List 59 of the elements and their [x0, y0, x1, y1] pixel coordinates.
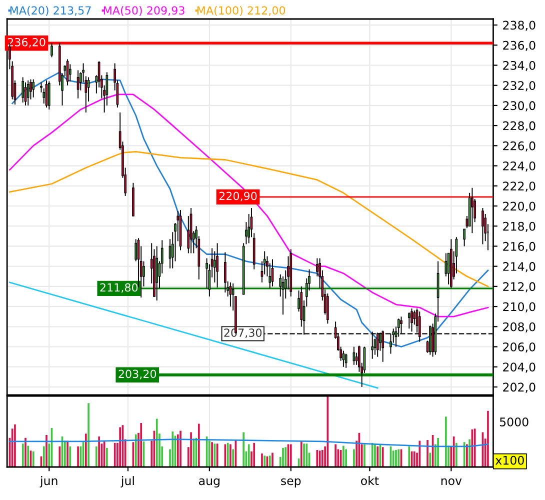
y-tick-label: 208,0 [503, 322, 536, 332]
candlestick [22, 76, 24, 103]
legend-label: MA(20) 213,57 [10, 6, 91, 16]
y-tick-label: 202,0 [503, 382, 536, 393]
ref-line-label: 220,90 [219, 192, 257, 202]
x-tick-label: okt [361, 476, 379, 486]
ref-line-label: 203,20 [118, 370, 156, 380]
y-tick-label: 216,0 [503, 242, 536, 252]
candlestick [326, 292, 329, 324]
candlestick [229, 282, 232, 308]
y-tick-label: 212,0 [503, 282, 536, 292]
y-tick-label: 228,0 [503, 121, 536, 132]
candlestick [216, 242, 218, 288]
candlestick [400, 316, 402, 334]
y-tick-label: 232,0 [503, 81, 536, 92]
y-tick-label: 236,0 [503, 40, 536, 51]
legend-label: MA(50) 209,93 [104, 6, 184, 16]
legend-label: MA(100) 212,00 [197, 6, 286, 16]
candlestick [408, 312, 410, 330]
x-tick-label: jun [40, 476, 58, 488]
y-tick-label: 204,0 [503, 362, 536, 373]
candlestick [471, 187, 474, 234]
candlestick [418, 311, 421, 342]
candlestick [214, 250, 216, 283]
y-tick-label: 224,0 [503, 162, 536, 172]
ref-line-label: 207,30 [224, 328, 262, 338]
candlestick [316, 258, 318, 277]
candlestick [48, 80, 50, 110]
x-tick-label: jul [120, 476, 134, 488]
y-tick-label: 214,0 [503, 262, 536, 272]
x-tick-label: sep [281, 478, 301, 488]
ref-line-label: 211,80 [100, 283, 138, 293]
candlestick [376, 332, 379, 358]
candlestick [68, 64, 72, 82]
y-tick-label: 230,0 [503, 101, 536, 112]
candlestick [371, 331, 374, 360]
candlestick [482, 208, 484, 245]
y-tick-label: 206,0 [503, 342, 536, 353]
y-tick-label: 238,0 [503, 20, 536, 31]
candlestick [463, 228, 466, 247]
ref-line-label: 236,20 [8, 38, 46, 48]
candlestick [50, 42, 53, 58]
candlestick [382, 330, 384, 362]
y-tick-label: 210,0 [503, 302, 536, 312]
x-tick-label: nov [441, 478, 462, 486]
candlestick [32, 78, 35, 98]
y-tick-label: 222,0 [503, 182, 536, 192]
candlestick [413, 310, 416, 326]
candlestick [410, 308, 413, 332]
y-tick-label: 234,0 [503, 60, 536, 72]
x-tick-label: aug [199, 478, 220, 488]
text: 5000 [500, 417, 528, 426]
y-tick-label: 226,0 [503, 141, 536, 152]
y-tick-label: 220,0 [503, 202, 536, 212]
candlestick [245, 222, 248, 245]
candlestick [224, 252, 226, 293]
y-tick-label: 218,0 [503, 222, 536, 232]
text: x100 [496, 456, 524, 465]
candlestick [26, 80, 30, 106]
